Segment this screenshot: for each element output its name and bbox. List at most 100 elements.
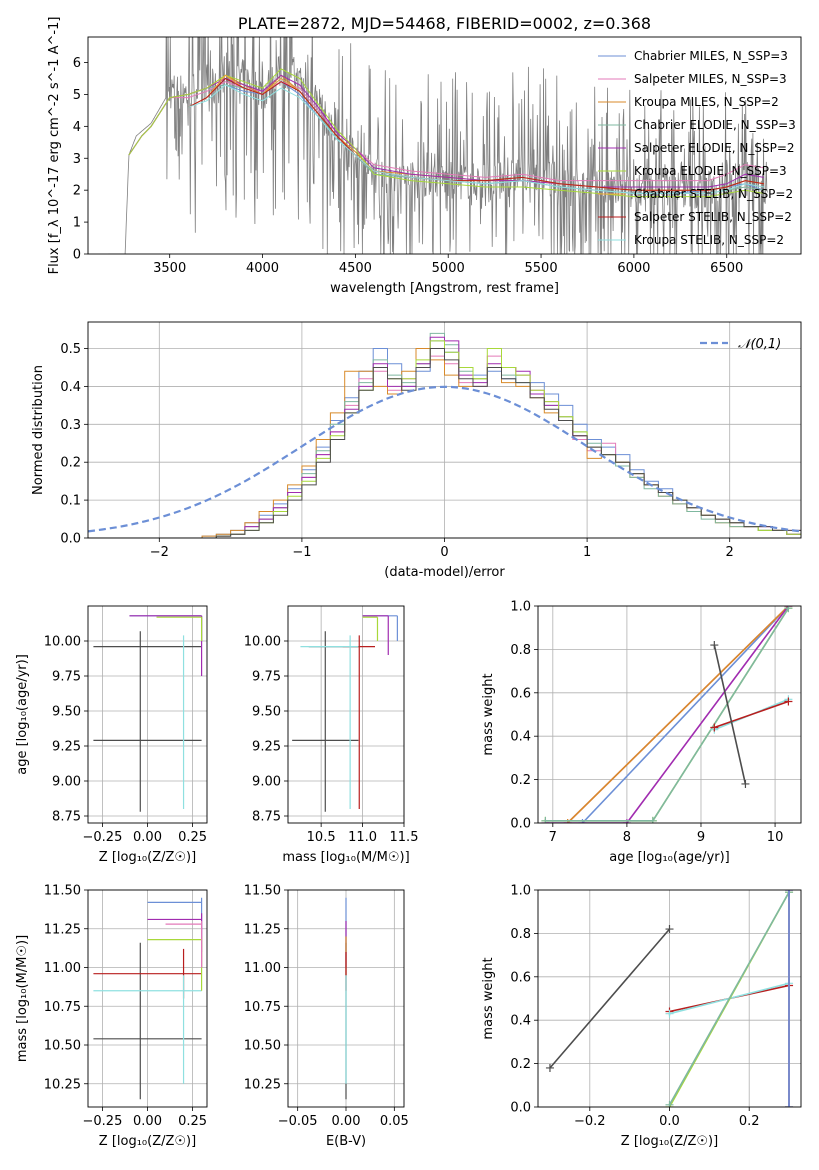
y-tick-label: 10.25 (244, 1077, 281, 1092)
x-tick-label: −0.25 (83, 1114, 123, 1129)
y-tick-label: 9.75 (52, 670, 81, 685)
x-axis-label: Z [log₁₀(Z/Z☉)] (99, 850, 196, 865)
y-axis-label: mass [log₁₀(M/M☉)] (15, 935, 30, 1062)
y-tick-label: 0.0 (510, 817, 531, 832)
y-axis-label: Normed distribution (31, 365, 46, 495)
legend-label: Kroupa ELODIE, N_SSP=3 (634, 164, 787, 178)
chart-mass-weight-vs-age: 7 8 9 10 0.0 0.2 0.4 0.6 0.8 1.0 age [log₁₀(age/yr… (481, 600, 802, 865)
weight-line (549, 928, 671, 1069)
plot-area (93, 615, 203, 812)
y-axis-label: mass weight (481, 673, 496, 755)
x-tick-label: 6500 (710, 261, 743, 276)
weight-marker (784, 606, 793, 613)
x-tick-label: 0 (440, 545, 448, 560)
y-tick-label: 0.8 (510, 927, 531, 942)
y-tick-label: 0.3 (60, 418, 81, 433)
legend-label: Chabrier ELODIE, N_SSP=3 (634, 118, 796, 132)
x-tick-label: 6000 (617, 261, 650, 276)
weight-line (668, 891, 790, 1106)
x-tick-label: 0.00 (133, 830, 162, 845)
y-tick-label: 11.50 (244, 884, 281, 899)
y-tick-label: 10.00 (44, 635, 81, 650)
x-tick-label: 3500 (153, 261, 186, 276)
x-tick-label: 4000 (246, 261, 279, 276)
model-series-line (128, 68, 764, 198)
legend-label: Kroupa MILES, N_SSP=2 (634, 95, 779, 109)
y-tick-label: 11.25 (44, 922, 81, 937)
legend-label: Kroupa STELIB, N_SSP=2 (634, 233, 784, 247)
y-tick-label: 0.2 (510, 1057, 531, 1072)
plot-area (292, 615, 398, 812)
y-axis-label: Flux [f_λ 10^-17 erg cm^-2 s^-1 A^-1] (47, 17, 62, 275)
weight-marker (710, 641, 719, 650)
y-tick-label: 4 (73, 120, 81, 135)
x-tick-label: 11.5 (390, 830, 419, 845)
weight-marker (648, 816, 657, 823)
x-tick-label: 0.2 (739, 1114, 760, 1129)
y-tick-label: 0.6 (510, 970, 531, 985)
chart-title: PLATE=2872, MJD=54468, FIBERID=0002, z=0… (238, 14, 651, 33)
legend-label: Salpeter STELIB, N_SSP=2 (634, 210, 792, 224)
axes-frame (87, 889, 208, 1108)
x-axis-label: wavelength [Angstrom, rest frame] (330, 281, 559, 296)
x-tick-label: −0.25 (83, 830, 123, 845)
weight-marker (545, 1063, 554, 1072)
x-tick-label: −1 (292, 545, 311, 560)
y-tick-label: 10.25 (44, 1077, 81, 1092)
legend-label: Chabrier MILES, N_SSP=3 (634, 49, 788, 63)
x-tick-label: 2 (726, 545, 734, 560)
y-tick-label: 11.00 (44, 961, 81, 976)
legend-label: Salpeter ELODIE, N_SSP=2 (634, 141, 795, 155)
y-tick-label: 1.0 (510, 600, 531, 615)
y-tick-label: 0.4 (60, 380, 81, 395)
y-axis-label: mass weight (481, 957, 496, 1039)
y-tick-label: 9.25 (252, 740, 281, 755)
y-tick-label: 5 (73, 88, 81, 103)
axes-frame (537, 889, 802, 1108)
weight-marker (665, 1009, 674, 1018)
weight-marker (785, 890, 794, 894)
x-tick-label: 4500 (339, 261, 372, 276)
histogram-step (88, 348, 801, 538)
y-tick-label: 9.25 (52, 740, 81, 755)
y-tick-label: 0.0 (60, 532, 81, 547)
plot-area (545, 890, 794, 1107)
plot-area (541, 606, 793, 823)
axes-frame (287, 889, 405, 1108)
y-tick-label: 10.50 (44, 1039, 81, 1054)
axes-frame (287, 605, 405, 824)
y-tick-label: 8.75 (252, 810, 281, 825)
x-tick-label: 0.25 (178, 1114, 207, 1129)
axes-frame (537, 605, 802, 824)
weight-line (581, 606, 789, 823)
y-tick-label: 3 (73, 152, 81, 167)
x-tick-label: 5000 (432, 261, 465, 276)
weight-line (545, 606, 790, 823)
y-tick-label: 2 (73, 184, 81, 199)
y-tick-label: 10.50 (244, 1039, 281, 1054)
x-tick-label: 0.0 (659, 1114, 680, 1129)
y-tick-label: 9.75 (252, 670, 281, 685)
x-axis-label: Z [log₁₀(Z/Z☉)] (621, 1134, 718, 1149)
x-tick-label: 10 (767, 830, 784, 845)
spectrum-data-line (108, 37, 768, 254)
x-tick-label: 9 (697, 830, 705, 845)
x-axis-label: age [log₁₀(age/yr)] (609, 850, 730, 865)
x-tick-label: 0.05 (380, 1114, 409, 1129)
plot-area (108, 37, 768, 254)
weight-line (713, 644, 747, 785)
x-axis-label: Z [log₁₀(Z/Z☉)] (99, 1134, 196, 1149)
y-tick-label: 0.0 (510, 1101, 531, 1116)
weight-marker (665, 925, 674, 934)
weight-marker (785, 1103, 794, 1107)
plot-area (93, 897, 203, 1100)
x-axis-label: mass [log₁₀(M/M☉)] (282, 850, 409, 865)
axes-frame (87, 36, 802, 255)
y-tick-label: 0.2 (510, 773, 531, 788)
normal-curve (88, 385, 801, 533)
y-tick-label: 1 (73, 216, 81, 231)
axes-frame (87, 321, 802, 539)
x-tick-label: 8 (623, 830, 631, 845)
weight-marker (710, 723, 719, 732)
x-axis-label: E(B-V) (326, 1134, 366, 1149)
